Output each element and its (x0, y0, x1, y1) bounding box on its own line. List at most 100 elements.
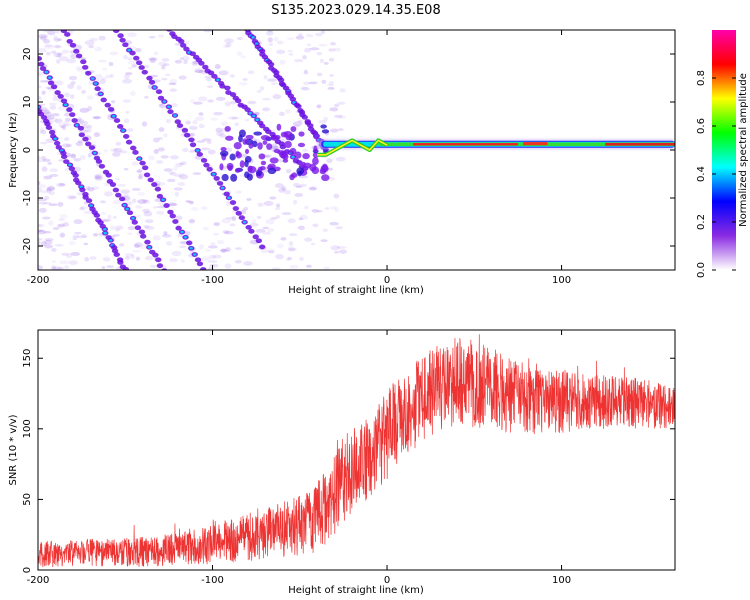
noise-speckle (137, 244, 148, 250)
streak-blob (64, 32, 71, 37)
noise-speckle (144, 219, 154, 224)
noise-speckle (198, 96, 208, 102)
streak-peak (248, 112, 252, 115)
streak-peak (93, 151, 97, 155)
cluster-blob (247, 166, 257, 174)
noise-speckle (44, 237, 54, 242)
cluster-blob (321, 174, 330, 182)
noise-speckle (87, 153, 92, 158)
cluster-blob (284, 140, 292, 149)
noise-speckle (314, 32, 323, 37)
noise-speckle (131, 64, 138, 68)
noise-speckle (63, 113, 71, 117)
noise-speckle (213, 111, 223, 116)
noise-speckle (177, 172, 185, 178)
noise-speckle (169, 78, 178, 85)
noise-speckle (38, 223, 45, 228)
noise-speckle (238, 81, 248, 86)
noise-speckle (273, 36, 279, 42)
streak-blob (174, 119, 181, 125)
noise-speckle (247, 70, 255, 75)
streak-blob (146, 75, 153, 81)
noise-speckle (190, 207, 199, 212)
streak-blob (216, 181, 224, 186)
streak-blob (169, 213, 176, 219)
noise-speckle (192, 120, 198, 125)
noise-speckle (169, 258, 179, 263)
streak-peak (137, 157, 141, 160)
noise-speckle (275, 254, 284, 260)
noise-speckle (65, 143, 72, 148)
streak-blob (229, 92, 237, 97)
noise-speckle (48, 102, 57, 106)
noise-speckle (242, 78, 248, 81)
noise-speckle (270, 143, 278, 149)
noise-speckle (178, 174, 189, 180)
cluster-blob (289, 147, 297, 155)
noise-speckle (83, 210, 93, 215)
noise-speckle (74, 231, 82, 235)
noise-speckle (87, 106, 93, 111)
noise-speckle (40, 107, 48, 112)
noise-speckle (263, 200, 274, 207)
spectrogram-y-tick-label: -10 (22, 190, 33, 206)
noise-speckle (210, 117, 219, 121)
cluster-blob (312, 132, 320, 140)
noise-speckle (278, 111, 285, 117)
noise-speckle (287, 218, 296, 224)
noise-speckle (225, 42, 232, 48)
noise-speckle (288, 53, 294, 56)
noise-speckle (75, 141, 84, 147)
noise-speckle (153, 51, 158, 56)
noise-speckle (56, 52, 64, 56)
snr-x-tick-label: -200 (27, 575, 50, 586)
streak-blob (189, 142, 197, 148)
noise-speckle (159, 103, 166, 109)
noise-speckle (38, 159, 45, 163)
streak-peak (89, 204, 93, 207)
streak-blob (151, 182, 158, 187)
cluster-blob (302, 153, 310, 160)
noise-speckle (149, 264, 157, 268)
noise-speckle (95, 175, 101, 180)
noise-speckle (54, 243, 64, 247)
noise-speckle (298, 217, 304, 221)
streak-blob (131, 219, 138, 225)
noise-speckle (268, 42, 273, 47)
noise-speckle (303, 69, 309, 75)
noise-speckle (85, 186, 91, 191)
streak-peak (161, 198, 165, 201)
noise-speckle (247, 100, 257, 105)
streak-blob (109, 182, 117, 187)
noise-speckle (55, 30, 60, 34)
noise-speckle (135, 205, 143, 209)
noise-speckle (257, 202, 264, 207)
noise-speckle (328, 48, 336, 52)
noise-speckle (243, 206, 249, 211)
noise-speckle (220, 121, 229, 127)
noise-speckle (174, 43, 181, 46)
streak-blob (63, 159, 70, 165)
noise-speckle (69, 240, 76, 246)
narrowband-peak (523, 142, 548, 146)
cluster-blob (283, 130, 293, 138)
noise-speckle (158, 127, 165, 132)
noise-speckle (234, 247, 243, 250)
streak-blob (167, 109, 174, 115)
noise-speckle (147, 155, 155, 161)
noise-speckle (196, 140, 206, 143)
spectrogram-x-label: Height of straight line (km) (288, 285, 424, 296)
noise-speckle (122, 78, 133, 84)
noise-speckle (188, 218, 196, 224)
noise-speckle (137, 175, 143, 180)
figure-title: S135.2023.029.14.35.E08 (271, 3, 440, 18)
streak-blob (85, 198, 93, 204)
background-noise-speckles (38, 30, 348, 270)
noise-speckle (152, 235, 161, 241)
noise-speckle (326, 83, 335, 87)
noise-speckle (43, 175, 53, 180)
noise-speckle (224, 101, 232, 107)
streak-blob (72, 172, 79, 178)
noise-speckle (47, 115, 55, 120)
